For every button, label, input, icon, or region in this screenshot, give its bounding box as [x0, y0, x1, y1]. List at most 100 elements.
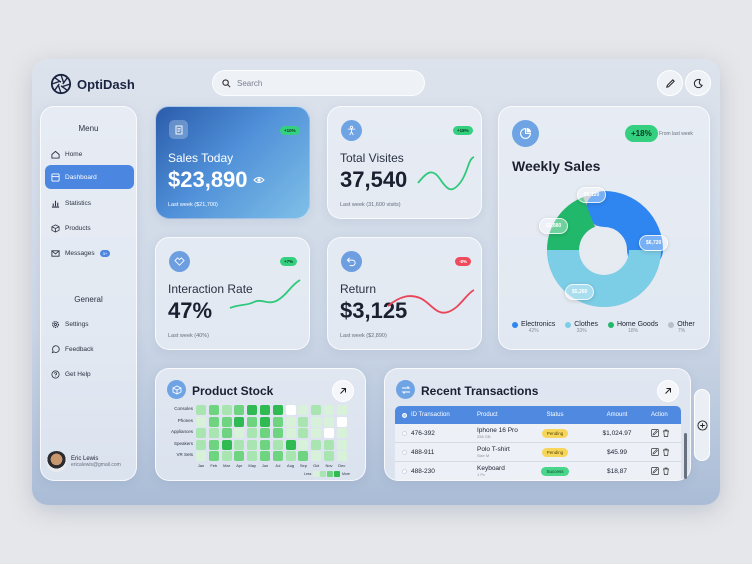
- heatmap-cell[interactable]: [221, 439, 232, 450]
- heatmap-cell[interactable]: [324, 405, 334, 415]
- heatmap-cell[interactable]: [221, 405, 232, 415]
- heatmap-cell[interactable]: [208, 451, 219, 461]
- heatmap-cell[interactable]: [221, 428, 232, 438]
- heatmap-cell[interactable]: [324, 439, 334, 450]
- sidebar-item-dashboard[interactable]: Dashboard: [45, 165, 134, 189]
- heatmap-cell[interactable]: [196, 439, 206, 450]
- heatmap-cell[interactable]: [285, 428, 296, 438]
- heatmap-cell[interactable]: [247, 416, 258, 427]
- heatmap-cell[interactable]: [247, 428, 258, 438]
- add-widget-button[interactable]: [694, 389, 710, 461]
- interaction-rate-card[interactable]: +7% Interaction Rate 47% Last week (40%): [155, 237, 310, 350]
- sidebar-item-statistics[interactable]: Statistics: [45, 191, 134, 215]
- heatmap-cell[interactable]: [208, 439, 219, 450]
- row-checkbox[interactable]: [402, 449, 407, 455]
- app-logo[interactable]: OptiDash: [50, 73, 135, 95]
- edit-icon[interactable]: [651, 467, 659, 475]
- product-stock-card[interactable]: Product Stock Consoles Phones Appliances Sp…: [155, 368, 366, 481]
- select-all-checkbox[interactable]: [402, 412, 407, 418]
- heatmap-cell[interactable]: [311, 405, 322, 415]
- heatmap-cell[interactable]: [311, 428, 322, 438]
- heatmap-cell[interactable]: [221, 451, 232, 461]
- heatmap-cell[interactable]: [234, 428, 245, 438]
- recent-transactions-card[interactable]: Recent Transactions ID Transaction Produ…: [384, 368, 691, 481]
- heatmap-cell[interactable]: [247, 439, 258, 450]
- trash-icon[interactable]: [662, 429, 670, 437]
- weekly-sales-card[interactable]: +18% From last week Weekly Sales $1,120 …: [498, 106, 710, 350]
- heatmap-cell[interactable]: [208, 428, 219, 438]
- heatmap-cell[interactable]: [247, 451, 258, 461]
- heatmap-cell[interactable]: [336, 428, 347, 438]
- row-checkbox[interactable]: [402, 430, 407, 436]
- heatmap-cell[interactable]: [247, 405, 258, 415]
- heatmap-cell[interactable]: [298, 451, 309, 461]
- heatmap-cell[interactable]: [196, 451, 206, 461]
- total-visits-card[interactable]: +18% Total Visites 37,540 Last week (31,…: [327, 106, 482, 219]
- trash-icon[interactable]: [662, 467, 670, 475]
- heatmap-cell[interactable]: [208, 416, 219, 427]
- search-input[interactable]: Search: [237, 78, 263, 88]
- sidebar-item-get-help[interactable]: Get Help: [45, 362, 134, 386]
- heatmap-cell[interactable]: [196, 416, 206, 427]
- sidebar-item-feedback[interactable]: Feedback: [45, 337, 134, 361]
- return-card[interactable]: -8% Return $3,125 Last week ($2,890): [327, 237, 482, 350]
- user-profile[interactable]: Eric Lewis ericalewis@gmail.com: [46, 451, 121, 472]
- heatmap-cell[interactable]: [234, 416, 245, 427]
- heatmap-cell[interactable]: [311, 416, 322, 427]
- heatmap-cell[interactable]: [208, 405, 219, 415]
- heatmap-cell[interactable]: [234, 451, 245, 461]
- heatmap-cell[interactable]: [234, 405, 245, 415]
- open-stock-button[interactable]: [332, 380, 354, 402]
- search-bar[interactable]: Search: [212, 70, 425, 96]
- table-scrollbar[interactable]: [684, 433, 687, 479]
- heatmap-cell[interactable]: [221, 416, 232, 427]
- sidebar-item-home[interactable]: Home: [45, 142, 134, 166]
- heatmap-cell[interactable]: [272, 405, 283, 415]
- heatmap-cell[interactable]: [272, 416, 283, 427]
- heatmap-cell[interactable]: [298, 428, 309, 438]
- trash-icon[interactable]: [662, 448, 670, 456]
- heatmap-cell[interactable]: [272, 428, 283, 438]
- table-row[interactable]: 488-911 Polo T-shirt Size M Pending $45.9…: [395, 443, 681, 462]
- heatmap-cell[interactable]: [336, 405, 347, 415]
- heatmap-cell[interactable]: [285, 416, 296, 427]
- heatmap-cell[interactable]: [272, 451, 283, 461]
- heatmap-cell[interactable]: [336, 416, 347, 427]
- sales-today-card[interactable]: +10% Sales Today $23,890 Last week ($21,…: [155, 106, 310, 219]
- table-row[interactable]: 488-230 Keyboard 1 Pc Success $18,87: [395, 462, 681, 480]
- heatmap-cell[interactable]: [311, 439, 322, 450]
- theme-toggle-button[interactable]: [685, 70, 711, 96]
- row-checkbox[interactable]: [402, 468, 407, 474]
- heatmap-cell[interactable]: [272, 439, 283, 450]
- heatmap-cell[interactable]: [324, 451, 334, 461]
- edit-button[interactable]: [657, 70, 683, 96]
- heatmap-cell[interactable]: [298, 416, 309, 427]
- open-transactions-button[interactable]: [657, 380, 679, 402]
- heatmap-cell[interactable]: [260, 439, 270, 450]
- heatmap-cell[interactable]: [285, 439, 296, 450]
- heatmap-cell[interactable]: [311, 451, 322, 461]
- sidebar-item-products[interactable]: Products: [45, 216, 134, 240]
- heatmap-cell[interactable]: [285, 405, 296, 415]
- edit-icon[interactable]: [651, 429, 659, 437]
- sidebar-item-messages[interactable]: Messages 3+: [45, 241, 134, 265]
- heatmap-cell[interactable]: [285, 451, 296, 461]
- table-row[interactable]: 476-392 Iphone 16 Pro 256 GB Pending $1,0…: [395, 424, 681, 443]
- edit-icon[interactable]: [651, 448, 659, 456]
- heatmap-cell[interactable]: [336, 439, 347, 450]
- heatmap-cell[interactable]: [196, 405, 206, 415]
- heatmap-cell[interactable]: [298, 405, 309, 415]
- heatmap-cell[interactable]: [260, 416, 270, 427]
- heatmap-cell[interactable]: [324, 416, 334, 427]
- sidebar-item-settings[interactable]: Settings: [45, 312, 134, 336]
- heatmap-cell[interactable]: [336, 451, 347, 461]
- heatmap-cell[interactable]: [196, 428, 206, 438]
- heatmap-cell[interactable]: [324, 428, 334, 438]
- heatmap-cell[interactable]: [234, 439, 245, 450]
- header-id[interactable]: ID Transaction: [395, 412, 465, 418]
- heatmap-cell[interactable]: [260, 451, 270, 461]
- heatmap-cell[interactable]: [260, 405, 270, 415]
- heatmap-cell[interactable]: [260, 428, 270, 438]
- heatmap-cell[interactable]: [298, 439, 309, 450]
- eye-icon[interactable]: [252, 174, 265, 186]
